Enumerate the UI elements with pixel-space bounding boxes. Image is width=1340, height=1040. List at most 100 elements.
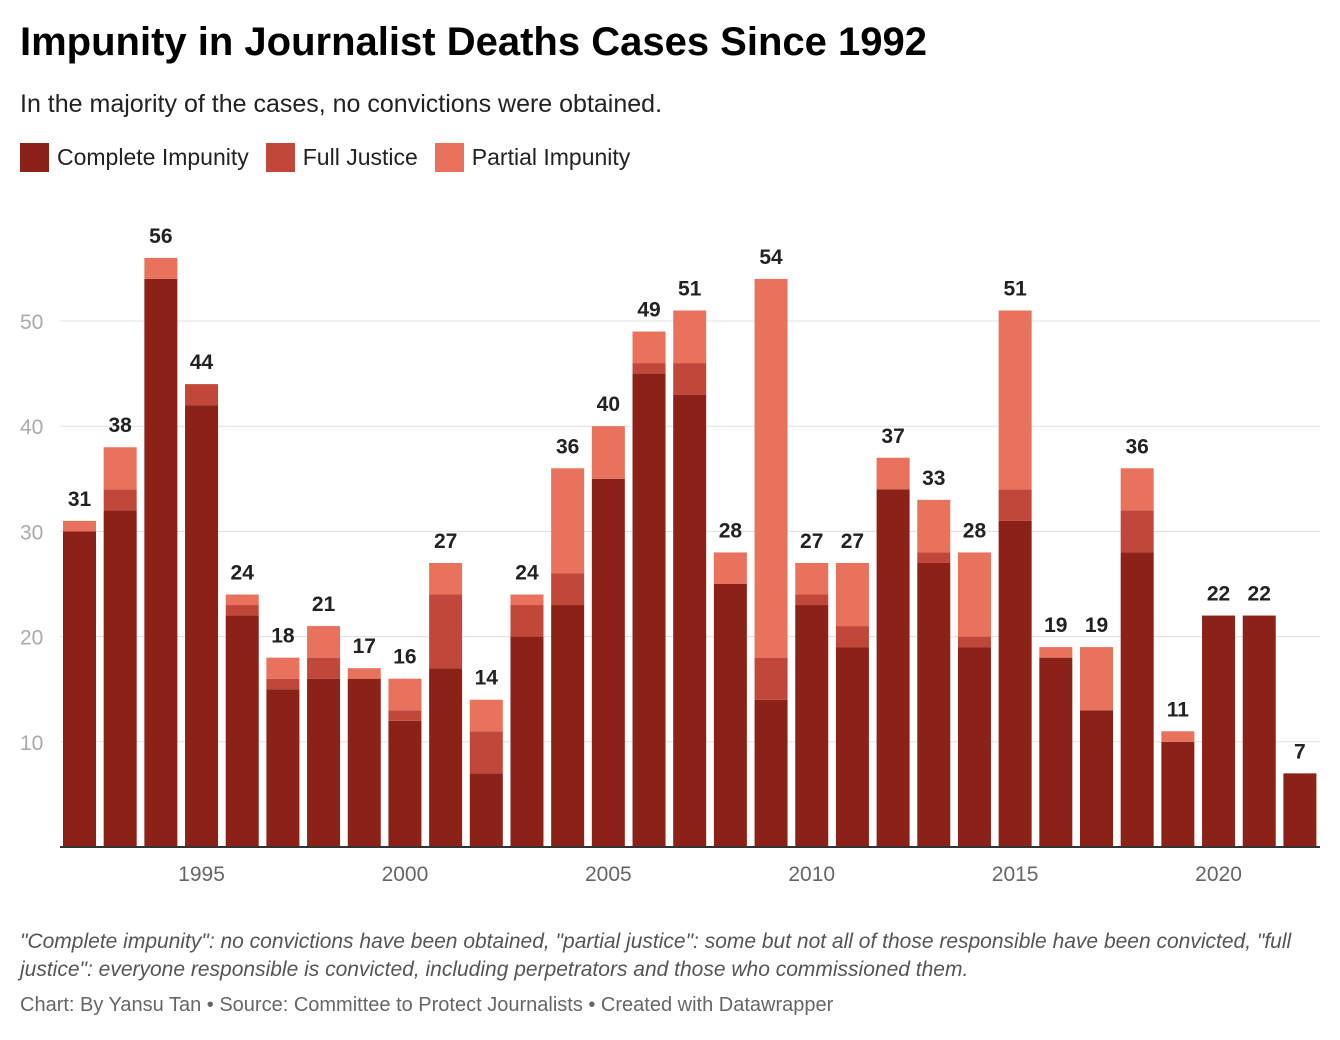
bar-total-label: 27 xyxy=(800,530,823,553)
chart-credit: Chart: By Yansu Tan • Source: Committee … xyxy=(20,994,834,1016)
bar-segment-full-justice xyxy=(510,605,544,637)
bar-segment-complete-impunity xyxy=(347,678,381,847)
bar-segment-partial-impunity xyxy=(957,552,991,637)
bar-segment-partial-impunity xyxy=(876,457,910,490)
bar-segment-partial-impunity xyxy=(917,499,951,553)
bar-segment-full-justice xyxy=(429,594,463,669)
bar-segment-full-justice xyxy=(551,573,585,606)
bar-segment-partial-impunity xyxy=(673,310,707,364)
bar-total-label: 22 xyxy=(1207,583,1230,606)
bar-segment-complete-impunity xyxy=(795,605,829,847)
bar-segment-full-justice xyxy=(469,731,503,774)
bar-total-label: 51 xyxy=(1003,277,1027,300)
bar-segment-complete-impunity xyxy=(876,489,910,847)
legend-swatch-partial-impunity xyxy=(434,143,464,172)
bar-segment-complete-impunity xyxy=(510,636,544,847)
bar-segment-complete-impunity xyxy=(103,510,137,847)
chart-notes: "Complete impunity": no convictions have… xyxy=(20,930,1292,981)
bar-segment-partial-impunity xyxy=(266,657,300,679)
bar-total-label: 37 xyxy=(881,425,904,448)
bar-segment-complete-impunity xyxy=(632,373,666,847)
bar-segment-complete-impunity xyxy=(591,478,625,847)
legend: Complete Impunity Full Justice Partial I… xyxy=(20,143,647,172)
legend-label-partial-impunity: Partial Impunity xyxy=(471,144,631,170)
chart-title: Impunity in Journalist Deaths Cases Sinc… xyxy=(20,20,927,64)
legend-swatch-full-justice xyxy=(265,143,295,172)
bar-segment-partial-impunity xyxy=(998,310,1032,490)
bar-segment-partial-impunity xyxy=(632,331,666,364)
bar-total-label: 7 xyxy=(1294,740,1306,763)
bar-total-label: 56 xyxy=(149,225,172,248)
bar-segment-complete-impunity xyxy=(673,394,707,847)
bar-total-label: 44 xyxy=(190,351,214,374)
bar-segment-partial-impunity xyxy=(225,594,259,606)
bar-segment-partial-impunity xyxy=(347,668,381,679)
x-tick-label: 2020 xyxy=(1195,863,1242,886)
bar-segment-full-justice xyxy=(225,605,259,616)
bar-segment-complete-impunity xyxy=(266,689,300,847)
y-tick-label: 10 xyxy=(20,732,43,755)
bar-segment-complete-impunity xyxy=(1202,615,1236,847)
bar-segment-complete-impunity xyxy=(998,520,1032,847)
bar-segment-full-justice xyxy=(917,552,951,563)
bar-segment-complete-impunity xyxy=(144,278,178,847)
bar-segment-complete-impunity xyxy=(917,562,951,847)
bar-total-label: 51 xyxy=(678,277,702,300)
bar-segment-partial-impunity xyxy=(103,447,137,490)
bar-segment-full-justice xyxy=(998,489,1032,521)
bar-total-label: 11 xyxy=(1167,698,1190,721)
bar-segment-full-justice xyxy=(388,710,422,721)
bar-segment-complete-impunity xyxy=(835,647,869,847)
bar-segment-full-justice xyxy=(835,626,869,648)
bar-segment-complete-impunity xyxy=(1242,615,1276,847)
bar-segment-full-justice xyxy=(673,363,707,395)
bar-segment-complete-impunity xyxy=(469,773,503,847)
bar-total-label: 19 xyxy=(1085,614,1108,637)
bar-total-label: 27 xyxy=(841,530,864,553)
legend-swatch-complete-impunity xyxy=(20,143,49,172)
bar-segment-partial-impunity xyxy=(754,278,788,658)
bar-total-label: 28 xyxy=(963,519,987,542)
bar-segment-full-justice xyxy=(795,594,829,606)
x-tick-label: 2010 xyxy=(788,863,835,886)
legend-item-full-justice: Full Justice xyxy=(265,143,418,172)
chart-subtitle: In the majority of the cases, no convict… xyxy=(20,90,663,118)
bar-segment-complete-impunity xyxy=(225,615,259,847)
bar-segment-complete-impunity xyxy=(1161,741,1195,847)
legend-item-partial-impunity: Partial Impunity xyxy=(434,143,631,172)
bar-segment-complete-impunity xyxy=(63,531,96,847)
bar-segment-full-justice xyxy=(266,678,300,690)
bar-total-label: 14 xyxy=(475,667,499,690)
bar-total-label: 54 xyxy=(759,246,783,269)
bar-segment-complete-impunity xyxy=(429,668,463,847)
bar-segment-complete-impunity xyxy=(1283,773,1317,847)
bar-total-label: 24 xyxy=(515,562,539,585)
bar-segment-complete-impunity xyxy=(388,720,422,847)
bar-segment-partial-impunity xyxy=(429,562,463,595)
bar-segment-complete-impunity xyxy=(957,647,991,847)
bar-segment-partial-impunity xyxy=(1039,647,1073,658)
bar-total-label: 18 xyxy=(271,625,295,648)
bar-total-label: 27 xyxy=(434,530,457,553)
bar-total-label: 16 xyxy=(393,646,416,669)
bar-segment-full-justice xyxy=(307,657,341,679)
legend-label-full-justice: Full Justice xyxy=(302,144,418,170)
bar-total-label: 17 xyxy=(353,635,376,658)
bar-total-label: 36 xyxy=(556,435,579,458)
x-tick-label: 2015 xyxy=(992,863,1039,886)
bar-segment-complete-impunity xyxy=(307,678,341,847)
bar-segment-complete-impunity xyxy=(185,405,219,847)
bar-total-label: 49 xyxy=(637,299,660,322)
bar-total-label: 31 xyxy=(68,488,92,511)
bar-segment-partial-impunity xyxy=(1080,647,1113,711)
x-tick-label: 2005 xyxy=(585,863,632,886)
bar-segment-partial-impunity xyxy=(1120,468,1154,511)
bar-segment-partial-impunity xyxy=(144,257,178,279)
y-tick-label: 20 xyxy=(20,627,43,650)
bar-segment-complete-impunity xyxy=(551,605,585,847)
bar-segment-partial-impunity xyxy=(551,468,585,574)
bar-segment-partial-impunity xyxy=(591,426,625,479)
bar-segment-complete-impunity xyxy=(1120,552,1154,847)
bar-segment-full-justice xyxy=(103,489,137,511)
legend-label-complete-impunity: Complete Impunity xyxy=(57,144,249,170)
